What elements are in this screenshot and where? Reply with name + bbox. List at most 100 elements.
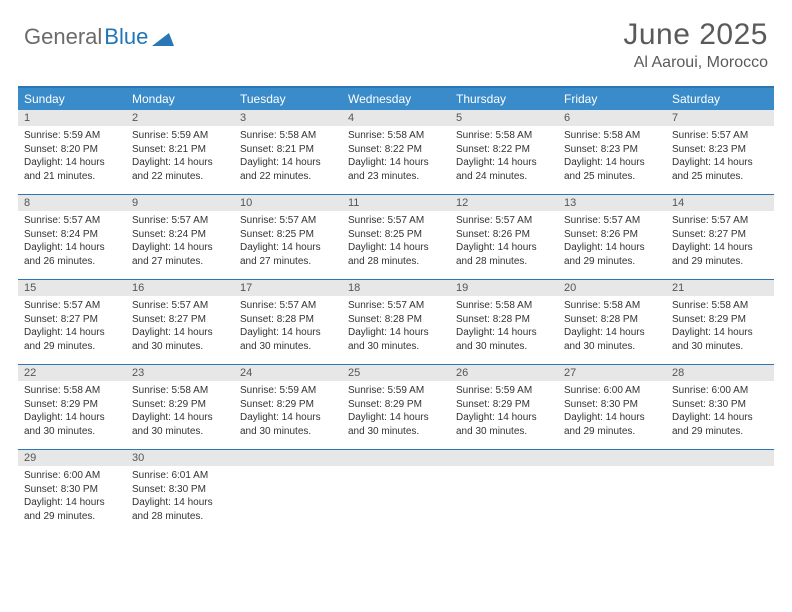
title-block: June 2025 Al Aaroui, Morocco: [623, 18, 768, 72]
sunset-line: Sunset: 8:25 PM: [348, 228, 444, 242]
day-body: Sunrise: 5:57 AMSunset: 8:27 PMDaylight:…: [18, 296, 126, 357]
sunrise-line: Sunrise: 6:00 AM: [672, 384, 768, 398]
week-row: 8Sunrise: 5:57 AMSunset: 8:24 PMDaylight…: [18, 195, 774, 280]
day-body: Sunrise: 6:00 AMSunset: 8:30 PMDaylight:…: [666, 381, 774, 442]
day-body: Sunrise: 5:57 AMSunset: 8:26 PMDaylight:…: [558, 211, 666, 272]
day-number: 28: [666, 365, 774, 381]
day-number: 6: [558, 110, 666, 126]
sunset-line: Sunset: 8:29 PM: [132, 398, 228, 412]
day-number: 20: [558, 280, 666, 296]
day-body: Sunrise: 5:59 AMSunset: 8:29 PMDaylight:…: [450, 381, 558, 442]
sunrise-line: Sunrise: 5:58 AM: [348, 129, 444, 143]
day-body: Sunrise: 5:58 AMSunset: 8:29 PMDaylight:…: [666, 296, 774, 357]
day-body: Sunrise: 5:58 AMSunset: 8:28 PMDaylight:…: [558, 296, 666, 357]
day-cell: 28Sunrise: 6:00 AMSunset: 8:30 PMDayligh…: [666, 365, 774, 449]
day-number: 1: [18, 110, 126, 126]
sunset-line: Sunset: 8:29 PM: [348, 398, 444, 412]
day-body: Sunrise: 5:57 AMSunset: 8:27 PMDaylight:…: [666, 211, 774, 272]
empty-cell: [450, 450, 558, 534]
daylight-line: Daylight: 14 hours and 30 minutes.: [672, 326, 768, 353]
sunrise-line: Sunrise: 5:58 AM: [456, 299, 552, 313]
sunrise-line: Sunrise: 5:57 AM: [24, 214, 120, 228]
daylight-line: Daylight: 14 hours and 29 minutes.: [564, 241, 660, 268]
sunrise-line: Sunrise: 6:00 AM: [564, 384, 660, 398]
week-row: 29Sunrise: 6:00 AMSunset: 8:30 PMDayligh…: [18, 450, 774, 534]
day-body: Sunrise: 5:58 AMSunset: 8:21 PMDaylight:…: [234, 126, 342, 187]
week-row: 22Sunrise: 5:58 AMSunset: 8:29 PMDayligh…: [18, 365, 774, 450]
page-title: June 2025: [623, 18, 768, 52]
day-cell: 8Sunrise: 5:57 AMSunset: 8:24 PMDaylight…: [18, 195, 126, 279]
sunrise-line: Sunrise: 5:59 AM: [240, 384, 336, 398]
day-cell: 14Sunrise: 5:57 AMSunset: 8:27 PMDayligh…: [666, 195, 774, 279]
day-number: 17: [234, 280, 342, 296]
sunset-line: Sunset: 8:30 PM: [564, 398, 660, 412]
sunrise-line: Sunrise: 5:57 AM: [348, 214, 444, 228]
sunrise-line: Sunrise: 5:57 AM: [240, 214, 336, 228]
sunset-line: Sunset: 8:27 PM: [24, 313, 120, 327]
day-number: 10: [234, 195, 342, 211]
sunrise-line: Sunrise: 5:57 AM: [132, 299, 228, 313]
sunset-line: Sunset: 8:26 PM: [564, 228, 660, 242]
day-body: Sunrise: 5:58 AMSunset: 8:22 PMDaylight:…: [450, 126, 558, 187]
sunset-line: Sunset: 8:23 PM: [672, 143, 768, 157]
day-body: Sunrise: 5:57 AMSunset: 8:28 PMDaylight:…: [234, 296, 342, 357]
sunset-line: Sunset: 8:20 PM: [24, 143, 120, 157]
sunrise-line: Sunrise: 6:01 AM: [132, 469, 228, 483]
day-number: 3: [234, 110, 342, 126]
empty-cell: [342, 450, 450, 534]
day-number: 21: [666, 280, 774, 296]
day-number: 12: [450, 195, 558, 211]
sunrise-line: Sunrise: 5:57 AM: [456, 214, 552, 228]
day-number: 30: [126, 450, 234, 466]
day-body: Sunrise: 5:58 AMSunset: 8:23 PMDaylight:…: [558, 126, 666, 187]
sunrise-line: Sunrise: 5:59 AM: [348, 384, 444, 398]
sunset-line: Sunset: 8:25 PM: [240, 228, 336, 242]
sunrise-line: Sunrise: 5:57 AM: [672, 129, 768, 143]
day-cell: 2Sunrise: 5:59 AMSunset: 8:21 PMDaylight…: [126, 110, 234, 194]
daylight-line: Daylight: 14 hours and 29 minutes.: [672, 241, 768, 268]
sunset-line: Sunset: 8:27 PM: [132, 313, 228, 327]
daylight-line: Daylight: 14 hours and 22 minutes.: [240, 156, 336, 183]
sunset-line: Sunset: 8:21 PM: [240, 143, 336, 157]
day-number: 26: [450, 365, 558, 381]
day-body: Sunrise: 6:00 AMSunset: 8:30 PMDaylight:…: [18, 466, 126, 527]
day-cell: 11Sunrise: 5:57 AMSunset: 8:25 PMDayligh…: [342, 195, 450, 279]
day-number: 24: [234, 365, 342, 381]
day-number: 8: [18, 195, 126, 211]
day-number: 25: [342, 365, 450, 381]
week-row: 1Sunrise: 5:59 AMSunset: 8:20 PMDaylight…: [18, 110, 774, 195]
day-cell: 19Sunrise: 5:58 AMSunset: 8:28 PMDayligh…: [450, 280, 558, 364]
sunset-line: Sunset: 8:21 PM: [132, 143, 228, 157]
sunrise-line: Sunrise: 5:58 AM: [24, 384, 120, 398]
sunrise-line: Sunrise: 5:57 AM: [672, 214, 768, 228]
day-body: Sunrise: 5:58 AMSunset: 8:29 PMDaylight:…: [18, 381, 126, 442]
week-row: 15Sunrise: 5:57 AMSunset: 8:27 PMDayligh…: [18, 280, 774, 365]
day-body: Sunrise: 5:57 AMSunset: 8:24 PMDaylight:…: [126, 211, 234, 272]
daylight-line: Daylight: 14 hours and 29 minutes.: [24, 326, 120, 353]
day-number: 18: [342, 280, 450, 296]
dow-saturday: Saturday: [666, 88, 774, 110]
dow-wednesday: Wednesday: [342, 88, 450, 110]
day-body: Sunrise: 5:59 AMSunset: 8:20 PMDaylight:…: [18, 126, 126, 187]
dow-thursday: Thursday: [450, 88, 558, 110]
sunset-line: Sunset: 8:30 PM: [672, 398, 768, 412]
day-number: 4: [342, 110, 450, 126]
daylight-line: Daylight: 14 hours and 30 minutes.: [456, 411, 552, 438]
sunrise-line: Sunrise: 6:00 AM: [24, 469, 120, 483]
sunrise-line: Sunrise: 5:57 AM: [564, 214, 660, 228]
sunset-line: Sunset: 8:27 PM: [672, 228, 768, 242]
sunset-line: Sunset: 8:28 PM: [456, 313, 552, 327]
day-number: 19: [450, 280, 558, 296]
sunset-line: Sunset: 8:29 PM: [240, 398, 336, 412]
day-number: 2: [126, 110, 234, 126]
daylight-line: Daylight: 14 hours and 28 minutes.: [456, 241, 552, 268]
day-body: Sunrise: 5:59 AMSunset: 8:21 PMDaylight:…: [126, 126, 234, 187]
day-number: 5: [450, 110, 558, 126]
day-cell: 26Sunrise: 5:59 AMSunset: 8:29 PMDayligh…: [450, 365, 558, 449]
sunset-line: Sunset: 8:24 PM: [24, 228, 120, 242]
sunrise-line: Sunrise: 5:57 AM: [24, 299, 120, 313]
day-number-empty: [234, 450, 342, 466]
daylight-line: Daylight: 14 hours and 30 minutes.: [132, 411, 228, 438]
location-subtitle: Al Aaroui, Morocco: [623, 54, 768, 72]
sunrise-line: Sunrise: 5:58 AM: [564, 299, 660, 313]
